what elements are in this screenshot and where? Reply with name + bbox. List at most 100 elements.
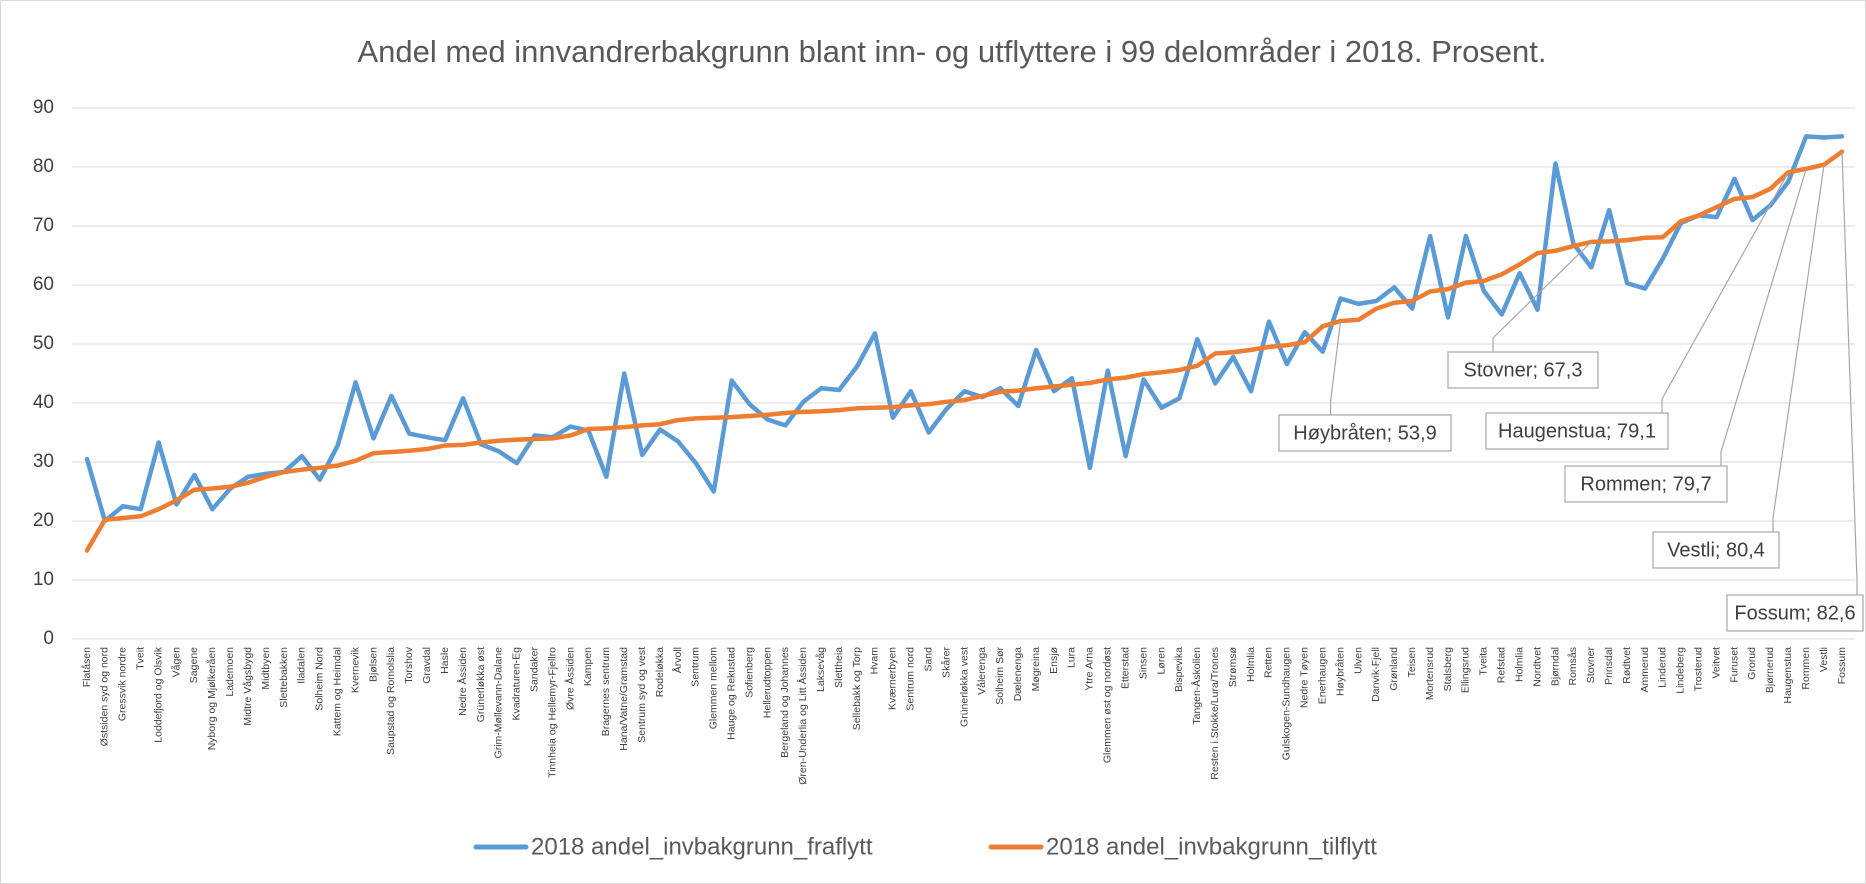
x-tick-label: Vålerenga: [976, 647, 988, 695]
y-tick-label: 50: [33, 333, 54, 354]
x-tick-label: Gressvik nordre: [117, 647, 129, 721]
x-tick-label: Enerhaugen: [1316, 647, 1328, 704]
data-label-box: [1652, 531, 1780, 569]
x-tick-label: Bjørnerud: [1764, 647, 1776, 693]
x-tick-label: Møgreina: [1030, 647, 1042, 692]
x-tick-label: Skårer: [940, 647, 952, 678]
data-label: Haugenstua; 79,1: [1498, 420, 1656, 442]
x-tick-label: Ammerud: [1639, 647, 1651, 693]
x-tick-label: Fossum: [1836, 647, 1848, 685]
x-tick-label: Linderud: [1657, 647, 1669, 688]
x-tick-label: Årvoll: [671, 647, 684, 673]
x-tick-label: Etterstad: [1119, 647, 1131, 689]
x-tick-label: Iladalen: [296, 647, 308, 684]
x-tick-label: Dælenenga: [1012, 647, 1024, 701]
data-label-box: [1485, 412, 1669, 450]
x-tick-label: Torshov: [403, 646, 415, 684]
data-label: Vestli; 80,4: [1667, 539, 1765, 561]
y-tick-label: 90: [33, 97, 54, 118]
x-tick-label: Lura: [1066, 647, 1078, 668]
x-tick-label: Grünerløkka vest: [958, 647, 970, 727]
x-tick-label: Bragernes sentrum: [600, 647, 612, 737]
x-tick-label: Loddefjord og Olsvik: [152, 646, 164, 742]
x-tick-label: Grønland: [1388, 647, 1400, 691]
y-tick-label: 70: [33, 215, 54, 236]
x-tick-label: Solheim Sør: [994, 646, 1006, 704]
x-tick-label: Sentrum nord: [905, 647, 917, 711]
x-tick-label: Kværnerbyen: [887, 647, 899, 710]
x-tick-label: Hasle: [439, 647, 451, 674]
x-tick-label: Grünerløkka øst: [475, 647, 487, 722]
x-tick-label: Bergeland og Johannes: [779, 647, 791, 758]
y-tick-label: 40: [33, 392, 54, 413]
x-tick-label: Nedre Åssiden: [456, 647, 469, 716]
y-tick-label: 60: [33, 274, 54, 295]
x-tick-label: Danvik-Fjell: [1370, 647, 1382, 702]
x-tick-label: Furuset: [1728, 647, 1740, 683]
legend-label: 2018 andel_invbakgrunn_fraflytt: [531, 833, 873, 860]
x-tick-label: Midtre Vågsbygd: [242, 647, 254, 726]
x-tick-label: Bjørndal: [1549, 647, 1561, 686]
x-tick-label: Grim-Møllevann-Dalane: [493, 647, 505, 759]
x-tick-label: Holmlia: [1513, 647, 1525, 682]
leader-line: [1661, 172, 1789, 413]
x-tick-label: Ytre Arna: [1084, 647, 1096, 691]
x-tick-label: Strømsø: [1227, 646, 1239, 687]
leader-line: [1492, 241, 1592, 352]
y-tick-label: 30: [33, 451, 54, 472]
x-tick-label: Løren: [1155, 647, 1167, 675]
y-tick-label: 0: [43, 628, 54, 649]
x-tick-label: Vågen: [170, 647, 182, 678]
x-tick-label: Kampen: [582, 647, 594, 686]
y-tick-label: 10: [33, 569, 54, 590]
x-tick-label: Glemmen øst og nordøst: [1102, 647, 1114, 763]
x-tick-label: Lademoen: [224, 647, 236, 697]
x-tick-label: Rommen: [1800, 647, 1812, 690]
x-tick-label: Gravdal: [421, 647, 433, 684]
x-tick-label: Bjølsen: [367, 647, 379, 682]
x-tick-label: Ulven: [1352, 647, 1364, 674]
data-label-box: [1447, 351, 1599, 389]
series-line: [84, 134, 1845, 524]
x-tick-label: Ellingsrud: [1460, 647, 1472, 693]
data-label: Høybråten; 53,9: [1293, 422, 1436, 444]
x-tick-label: Mortensrud: [1424, 647, 1436, 700]
x-tick-label: Teisen: [1406, 647, 1418, 678]
x-tick-label: Retten: [1263, 647, 1275, 678]
x-tick-label: Øren-Underlia og Litt Åssiden: [796, 647, 809, 785]
x-tick-label: Østsiden syd og nord: [99, 647, 111, 746]
x-tick-label: Prinsdal: [1603, 647, 1615, 685]
x-tick-label: Rødtvet: [1621, 647, 1633, 684]
data-label: Stovner; 67,3: [1464, 359, 1583, 381]
x-tick-label: Slettheia: [833, 647, 845, 688]
x-tick-label: Holmlia: [1245, 647, 1257, 682]
data-label-box: [1726, 594, 1864, 632]
x-tick-label: Haugenstua: [1782, 647, 1794, 704]
x-tick-label: Sentrum: [690, 647, 702, 687]
x-tick-label: Trosterud: [1693, 647, 1705, 692]
x-tick-label: Sellebakk og Torp: [851, 647, 863, 730]
x-tick-label: Laksevåg: [815, 647, 827, 692]
data-label-box: [1564, 465, 1728, 503]
x-tick-label: Gulskogen-Sundhaugen: [1281, 647, 1293, 760]
x-tick-label: Hvam: [869, 647, 881, 675]
data-label: Fossum; 82,6: [1734, 602, 1855, 624]
x-tick-label: Midtbyen: [260, 647, 272, 690]
x-tick-label: Øvre Åssiden: [563, 647, 576, 710]
x-tick-label: Tveit: [135, 647, 147, 670]
x-tick-label: Sofienberg: [743, 647, 755, 698]
x-tick-label: Sand: [922, 647, 934, 672]
x-tick-label: Tveita: [1478, 647, 1490, 676]
x-tick-label: Hellerudtoppen: [761, 647, 773, 718]
x-tick-label: Nyborg og Mjølkeråen: [206, 647, 218, 750]
x-tick-label: Nedre Tøyen: [1299, 647, 1311, 708]
x-tick-label: Veitvet: [1710, 647, 1722, 679]
x-tick-label: Tinnheia og Hellemyr-Fjellro: [546, 647, 558, 778]
x-tick-label: Resten i Stokke/Lura/Trones: [1209, 647, 1221, 780]
x-tick-label: Saupstad og Romolslia: [385, 647, 397, 755]
chart-title: Andel med innvandrerbakgrunn blant inn- …: [357, 34, 1546, 69]
y-tick-label: 80: [33, 156, 54, 177]
x-tick-label: Kvadraturen-Eg: [511, 647, 523, 721]
